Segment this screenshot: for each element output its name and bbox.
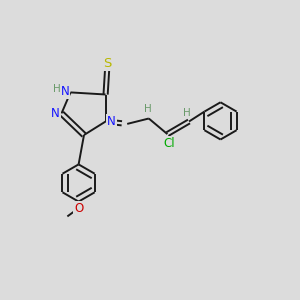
Text: S: S	[103, 57, 111, 70]
Text: H: H	[144, 104, 152, 115]
Text: O: O	[74, 202, 83, 215]
Text: H: H	[53, 84, 61, 94]
Text: N: N	[51, 107, 60, 120]
Text: Cl: Cl	[163, 137, 175, 150]
Text: H: H	[183, 107, 190, 118]
Text: N: N	[61, 85, 70, 98]
Text: N: N	[107, 115, 116, 128]
